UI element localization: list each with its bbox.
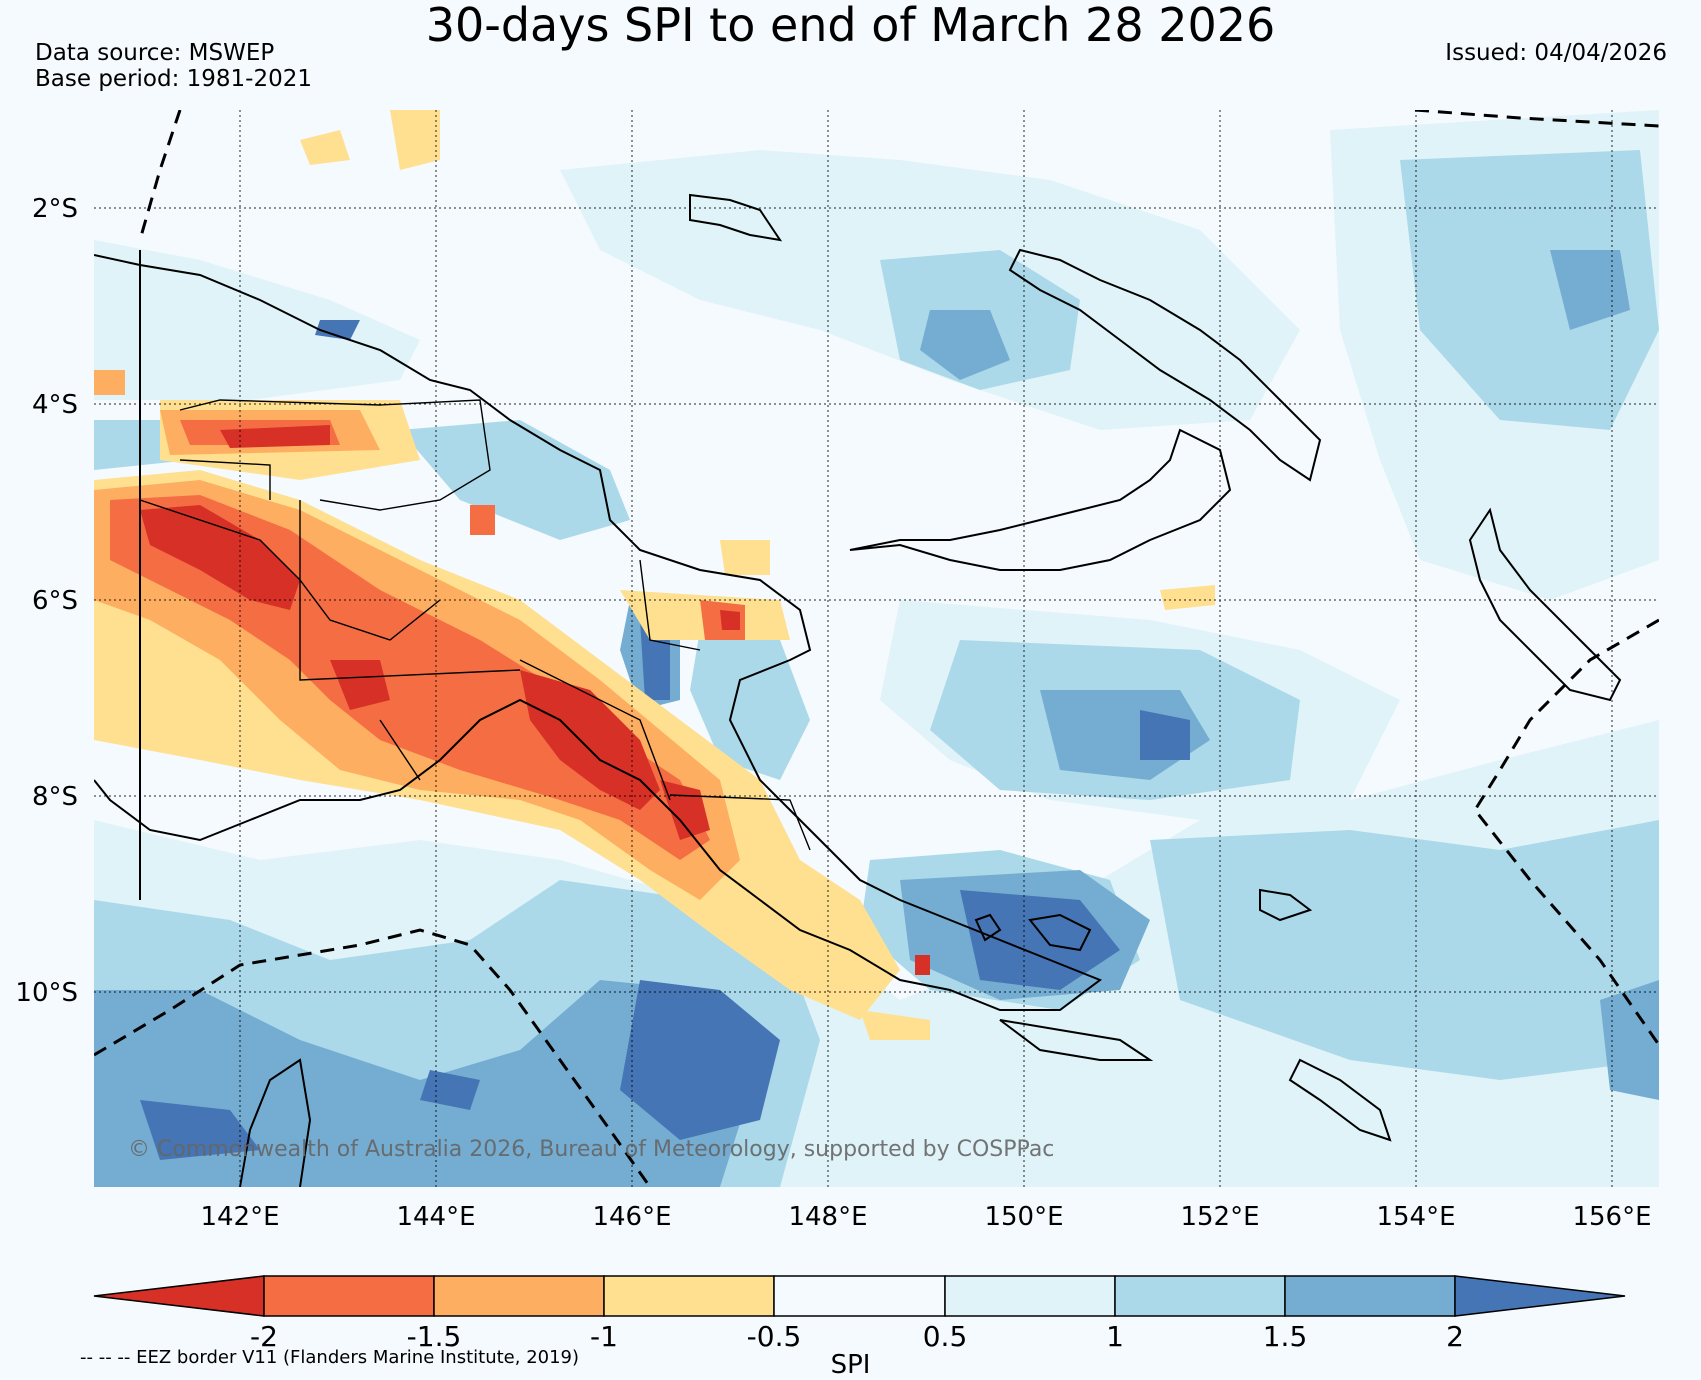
lon-label-156e: 156°E — [1572, 1202, 1651, 1232]
spi-field — [94, 110, 1659, 1187]
lat-label-10s: 10°S — [15, 978, 78, 1008]
copyright-notice: © Commonwealth of Australia 2026, Bureau… — [128, 1137, 1055, 1162]
latitude-labels: 2°S 4°S 6°S 8°S 10°S — [15, 194, 78, 1008]
lon-label-142e: 142°E — [200, 1202, 279, 1232]
lon-label-148e: 148°E — [788, 1202, 867, 1232]
data-source-text: Data source: MSWEP — [35, 40, 275, 66]
spi-zone-above-2 — [140, 320, 1190, 1160]
province-borders — [139, 399, 811, 851]
colorbar-tick-2: 2 — [1446, 1320, 1464, 1353]
colorbar-tick-minus1_5: -1.5 — [407, 1320, 462, 1353]
lon-label-150e: 150°E — [984, 1202, 1063, 1232]
colorbar-tick-0_5: 0.5 — [923, 1320, 968, 1353]
colorbar: -2 -1.5 -1 -0.5 0.5 1 1.5 2 — [93, 1275, 1626, 1353]
colorbar-tick-minus1: -1 — [590, 1320, 618, 1353]
lat-label-2s: 2°S — [32, 194, 78, 224]
map-title: 30-days SPI to end of March 28 2026 — [425, 0, 1276, 52]
colorbar-bin-2 — [433, 1275, 605, 1317]
colorbar-bin-7 — [1284, 1275, 1456, 1317]
colorbar-bin-5 — [944, 1275, 1116, 1317]
longitude-labels: 142°E 144°E 146°E 148°E 150°E 152°E 154°… — [200, 1202, 1651, 1232]
base-period-text: Base period: 1981-2021 — [35, 66, 313, 92]
lat-label-8s: 8°S — [32, 782, 78, 812]
coastlines — [94, 193, 1622, 1187]
colorbar-tick-1: 1 — [1106, 1320, 1124, 1353]
colorbar-tick-minus0_5: -0.5 — [747, 1320, 802, 1353]
colorbar-label: SPI — [830, 1350, 871, 1380]
colorbar-extend-high — [1454, 1275, 1626, 1317]
colorbar-bin-4 — [773, 1275, 946, 1317]
graticule — [94, 110, 1659, 1187]
eez-borders — [94, 110, 1659, 1187]
lat-label-4s: 4°S — [32, 390, 78, 420]
lon-label-152e: 152°E — [1180, 1202, 1259, 1232]
colorbar-tick-1_5: 1.5 — [1263, 1320, 1308, 1353]
colorbar-bin-6 — [1114, 1275, 1286, 1317]
eez-legend-note: -- -- -- EEZ border V11 (Flanders Marine… — [80, 1347, 580, 1368]
colorbar-tick-minus2: -2 — [250, 1320, 278, 1353]
issued-date: Issued: 04/04/2026 — [1445, 40, 1667, 66]
lon-label-154e: 154°E — [1376, 1202, 1455, 1232]
lat-label-6s: 6°S — [32, 586, 78, 616]
colorbar-bin-1 — [263, 1275, 435, 1317]
lon-label-144e: 144°E — [396, 1202, 475, 1232]
colorbar-extend-low — [93, 1275, 265, 1317]
lon-label-146e: 146°E — [592, 1202, 671, 1232]
meta-left: Data source: MSWEP Base period: 1981-202… — [35, 40, 312, 92]
colorbar-bin-3 — [603, 1275, 775, 1317]
